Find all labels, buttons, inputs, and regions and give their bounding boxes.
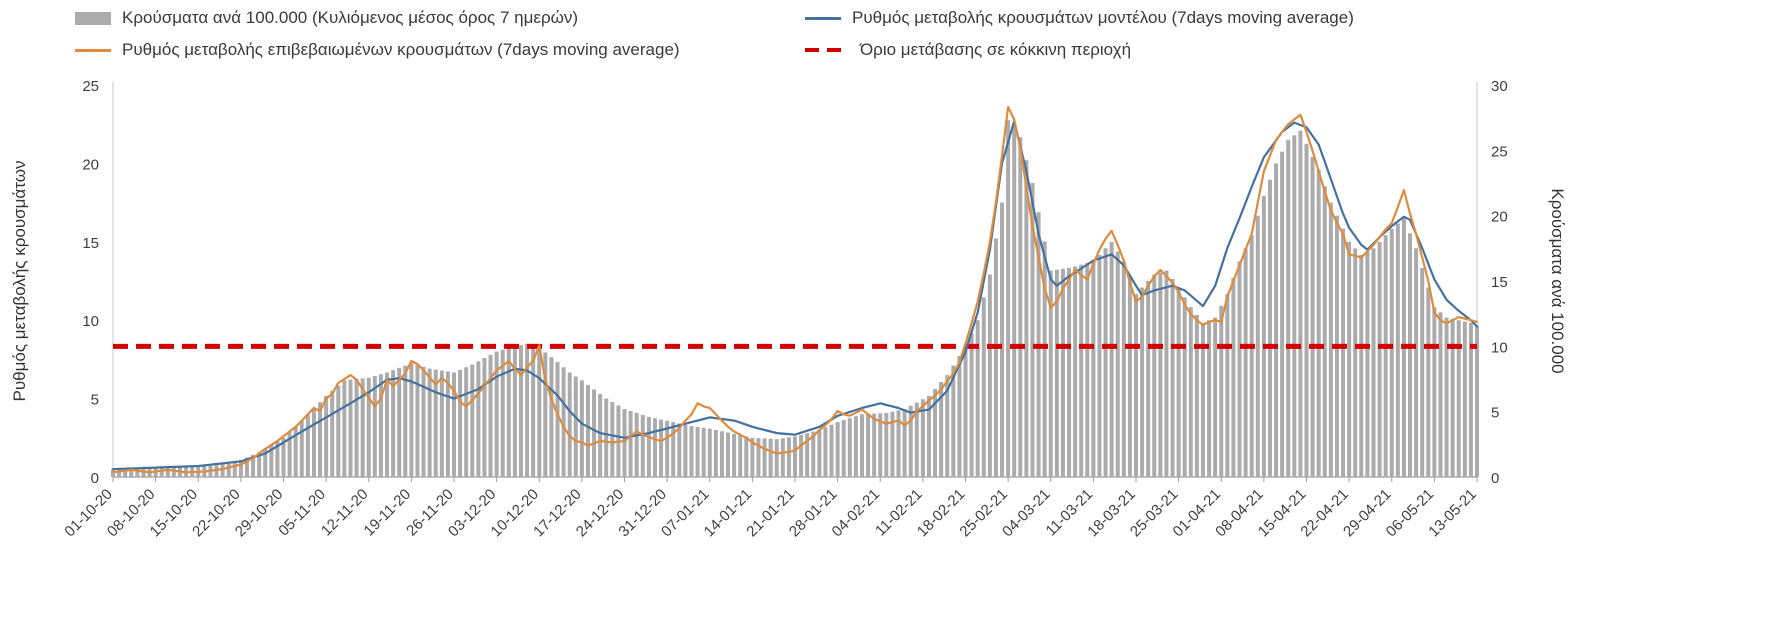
svg-text:29-10-20: 29-10-20 (232, 486, 286, 540)
legend-label-cases-bars: Κρούσματα ανά 100.000 (Κυλιόμενος μέσος … (122, 8, 579, 27)
svg-text:30: 30 (1491, 78, 1508, 95)
legend-item-threshold: Όριο μετάβασης σε κόκκινη περιοχή (805, 40, 1635, 60)
legend-label-threshold: Όριο μετάβασης σε κόκκινη περιοχή (860, 40, 1132, 59)
legend-label-confirmed-rate: Ρυθμός μεταβολής επιβεβαιωμένων κρουσμάτ… (122, 40, 680, 59)
right-axis-title: Κρούσματα ανά 100.000 (1548, 188, 1567, 373)
svg-text:0: 0 (91, 470, 99, 487)
svg-text:15: 15 (82, 235, 99, 252)
svg-text:15: 15 (1491, 274, 1508, 291)
svg-text:13-05-21: 13-05-21 (1425, 486, 1479, 540)
svg-text:5: 5 (91, 392, 99, 409)
rate-lines (111, 105, 1479, 474)
blue-line-swatch-icon (805, 16, 841, 20)
svg-text:5: 5 (1491, 405, 1499, 422)
axes (112, 82, 1478, 478)
left-axis-title: Ρυθμός μεταβολής κρουσμάτων (10, 161, 29, 402)
svg-text:04-03-21: 04-03-21 (999, 486, 1053, 540)
chart-legend: Κρούσματα ανά 100.000 (Κυλιόμενος μέσος … (75, 8, 1635, 60)
svg-text:25: 25 (1491, 143, 1508, 160)
legend-item-confirmed-rate: Ρυθμός μεταβολής επιβεβαιωμένων κρουσμάτ… (75, 40, 805, 60)
x-axis-tick-labels: 01-10-2008-10-2015-10-2022-10-2029-10-20… (61, 477, 1480, 540)
orange-line-swatch-icon (75, 48, 111, 52)
svg-text:20: 20 (1491, 209, 1508, 226)
svg-text:10: 10 (82, 313, 99, 330)
red-dashed-line-swatch-icon (805, 48, 849, 52)
gray-bar-swatch-icon (75, 11, 111, 25)
legend-item-cases-bars: Κρούσματα ανά 100.000 (Κυλιόμενος μέσος … (75, 8, 805, 28)
svg-text:10: 10 (1491, 339, 1508, 356)
svg-text:20: 20 (82, 156, 99, 173)
legend-item-model-rate: Ρυθμός μεταβολής κρουσμάτων μοντέλου (7d… (805, 8, 1635, 28)
svg-text:25: 25 (82, 78, 99, 95)
svg-text:0: 0 (1491, 470, 1499, 487)
svg-text:04-02-21: 04-02-21 (829, 486, 883, 540)
y-axis-tick-labels: 0 5 10 15 20 25 0 5 10 15 20 25 30 (82, 78, 1507, 487)
legend-label-model-rate: Ρυθμός μεταβολής κρουσμάτων μοντέλου (7d… (852, 8, 1354, 27)
